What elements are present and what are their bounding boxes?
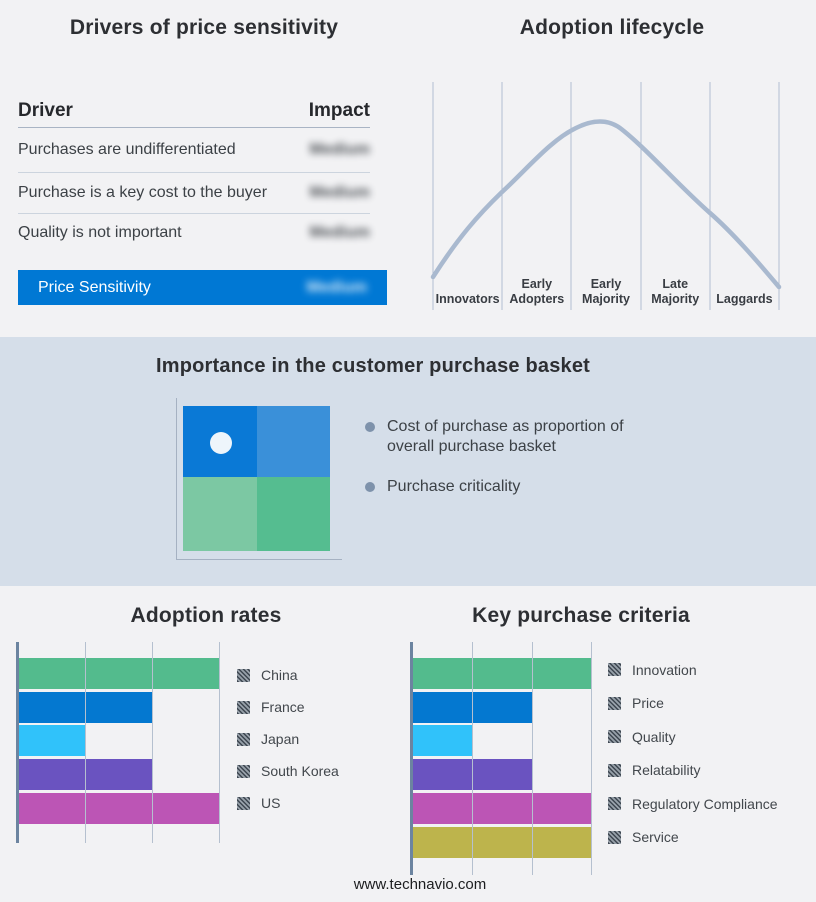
price-sensitivity-label: Price Sensitivity bbox=[38, 278, 151, 296]
bell-curve-line bbox=[430, 119, 782, 290]
gridline bbox=[532, 642, 533, 875]
adoption-rates-chart bbox=[19, 642, 220, 843]
quadrant-bottom-right bbox=[257, 477, 330, 551]
legend-label: Quality bbox=[632, 728, 676, 745]
lifecycle-panel-title: Adoption lifecycle bbox=[519, 16, 705, 39]
legend-item: Japan bbox=[237, 723, 339, 755]
quadrant-marker-dot bbox=[210, 432, 232, 454]
key-criteria-legend: Innovation Price Quality Relatability Re… bbox=[608, 653, 778, 854]
basket-panel-title: Importance in the customer purchase bask… bbox=[155, 355, 591, 377]
legend-label: China bbox=[261, 667, 298, 683]
stage-label-late-majority: Late Majority bbox=[651, 276, 700, 307]
hatch-swatch-icon bbox=[608, 730, 621, 744]
impact-value: Medium bbox=[309, 183, 370, 201]
legend-item: Regulatory Compliance bbox=[608, 787, 778, 821]
gridline bbox=[152, 642, 153, 843]
key-purchase-criteria-title: Key purchase criteria bbox=[472, 604, 690, 627]
table-row: Quality is not important Medium bbox=[18, 213, 370, 253]
gridline bbox=[85, 642, 86, 843]
hatch-swatch-icon bbox=[237, 764, 250, 778]
purchase-basket-band bbox=[0, 337, 816, 586]
hatch-swatch-icon bbox=[608, 696, 621, 710]
hatch-swatch-icon bbox=[608, 663, 621, 677]
bar-china bbox=[19, 658, 220, 689]
stage-label-early-majority: Early Majority bbox=[582, 276, 630, 307]
table-row: Purchase is a key cost to the buyer Medi… bbox=[18, 172, 370, 214]
key-criteria-axis bbox=[410, 642, 413, 875]
hatch-swatch-icon bbox=[237, 796, 250, 810]
legend-item: US bbox=[237, 787, 339, 819]
quadrant-matrix bbox=[183, 406, 330, 551]
bar-quality bbox=[413, 725, 473, 756]
impact-value: Medium bbox=[306, 278, 367, 296]
quadrant-axis bbox=[176, 398, 342, 560]
drivers-table-header: Driver Impact bbox=[18, 94, 370, 128]
bar-us bbox=[19, 793, 220, 824]
adoption-rates-legend: China France Japan South Korea US bbox=[237, 659, 339, 819]
legend-label: South Korea bbox=[261, 763, 339, 779]
bar-regulatory-compliance bbox=[413, 793, 592, 824]
legend-label: Relatability bbox=[632, 762, 701, 779]
legend-label: US bbox=[261, 795, 281, 811]
hatch-swatch-icon bbox=[237, 732, 250, 746]
legend-item: China bbox=[237, 659, 339, 691]
bar-japan bbox=[19, 725, 86, 756]
basket-bullet-list: Cost of purchase as proportion of overal… bbox=[365, 417, 655, 497]
legend-item: Quality bbox=[608, 720, 778, 754]
price-sensitivity-banner: Price Sensitivity Medium bbox=[18, 270, 387, 305]
stage-gridlines bbox=[432, 82, 780, 310]
legend-item: South Korea bbox=[237, 755, 339, 787]
hatch-swatch-icon bbox=[237, 700, 250, 714]
list-item: Purchase criticality bbox=[365, 477, 655, 497]
legend-label: Japan bbox=[261, 731, 300, 747]
hatch-swatch-icon bbox=[608, 830, 621, 844]
bar-innovation bbox=[413, 658, 592, 689]
stage-label-laggards: Laggards bbox=[716, 292, 773, 307]
legend-item: France bbox=[237, 691, 339, 723]
bullet-text: Purchase criticality bbox=[387, 478, 521, 495]
bullet-text: Cost of purchase as proportion of overal… bbox=[387, 418, 624, 455]
impact-value: Medium bbox=[309, 224, 370, 241]
adoption-rates-axis bbox=[16, 642, 19, 843]
legend-label: Regulatory Compliance bbox=[632, 795, 778, 812]
list-item: Cost of purchase as proportion of overal… bbox=[365, 417, 655, 457]
driver-cell: Quality is not important bbox=[18, 224, 182, 241]
stage-label-early-adopters: Early Adopters bbox=[509, 276, 565, 307]
gridline bbox=[219, 642, 220, 843]
driver-column-header: Driver bbox=[18, 99, 73, 121]
hatch-swatch-icon bbox=[608, 797, 621, 811]
legend-item: Service bbox=[608, 821, 778, 855]
legend-label: Service bbox=[632, 829, 679, 846]
lifecycle-stage-labels: Innovators Early Adopters Early Majority… bbox=[433, 270, 779, 308]
bullet-icon bbox=[365, 422, 375, 432]
lifecycle-curve-chart bbox=[430, 82, 782, 310]
bullet-icon bbox=[365, 482, 375, 492]
quadrant-top-right bbox=[257, 406, 330, 477]
legend-label: France bbox=[261, 699, 305, 715]
impact-value: Medium bbox=[309, 141, 370, 158]
quadrant-bottom-left bbox=[183, 477, 257, 551]
legend-label: Price bbox=[632, 695, 664, 712]
legend-item: Relatability bbox=[608, 754, 778, 788]
impact-column-header: Impact bbox=[308, 99, 370, 121]
stage-label-innovators: Innovators bbox=[435, 292, 500, 307]
legend-item: Price bbox=[608, 687, 778, 721]
table-row: Purchases are undifferentiated Medium bbox=[18, 128, 370, 173]
drivers-panel-title: Drivers of price sensitivity bbox=[69, 16, 339, 39]
hatch-swatch-icon bbox=[237, 668, 250, 682]
legend-label: Innovation bbox=[632, 661, 697, 678]
bar-service bbox=[413, 827, 592, 858]
driver-cell: Purchase is a key cost to the buyer bbox=[18, 183, 268, 201]
key-purchase-criteria-chart bbox=[413, 642, 592, 875]
hatch-swatch-icon bbox=[608, 763, 621, 777]
legend-item: Innovation bbox=[608, 653, 778, 687]
adoption-rates-title: Adoption rates bbox=[130, 604, 282, 627]
gridline bbox=[472, 642, 473, 875]
gridline bbox=[591, 642, 592, 875]
technavio-url: www.technavio.com bbox=[353, 876, 487, 893]
driver-cell: Purchases are undifferentiated bbox=[18, 141, 236, 158]
